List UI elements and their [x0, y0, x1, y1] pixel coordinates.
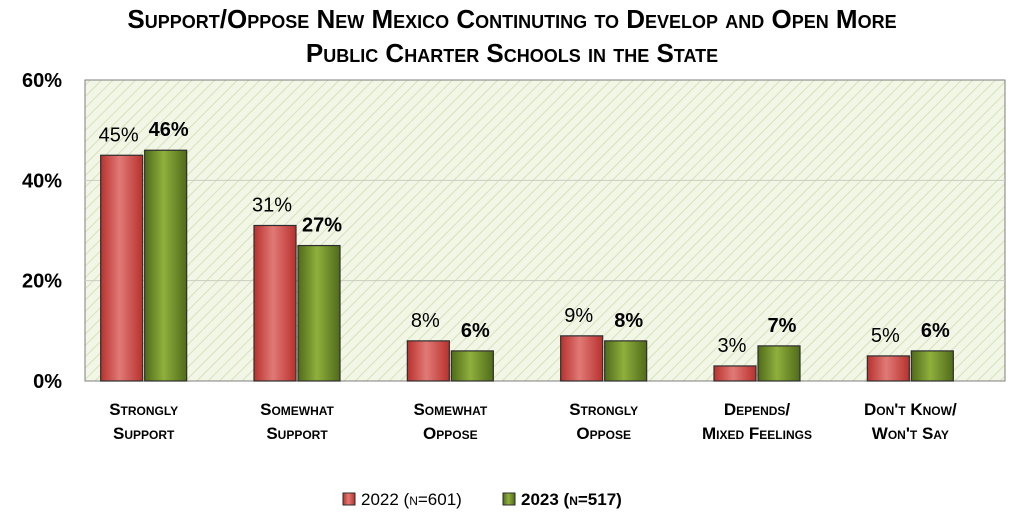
bar-2022-3	[560, 335, 604, 382]
legend-swatch-2022	[342, 492, 356, 506]
y-tick-label: 0%	[33, 371, 62, 393]
bar-2022-2	[406, 340, 450, 382]
legend-swatch-2023	[502, 492, 516, 506]
category-label: Won't Say	[872, 424, 949, 443]
category-label: Don't Know/	[864, 400, 957, 419]
data-label-2023: 46%	[149, 119, 189, 141]
data-label-2022: 9%	[564, 305, 593, 327]
bar-2023-2	[450, 350, 494, 382]
category-label: Mixed Feelings	[702, 424, 812, 443]
chart-title-line1: Support/Oppose New Mexico Continuting to…	[127, 4, 897, 34]
category-label: Support	[266, 424, 328, 443]
category-label: Strongly	[569, 400, 638, 419]
category-label: Oppose	[576, 424, 631, 443]
data-label-2022: 45%	[99, 124, 139, 146]
data-label-2022: 8%	[411, 310, 440, 332]
data-label-2022: 5%	[871, 325, 900, 347]
data-label-2023: 6%	[461, 320, 490, 342]
bar-2023-1	[297, 244, 341, 382]
bar-2022-4	[713, 365, 757, 382]
category-label: Support	[113, 424, 175, 443]
category-label: Oppose	[423, 424, 478, 443]
y-tick-label: 40%	[22, 170, 62, 192]
y-tick-label: 20%	[22, 271, 62, 293]
bar-2023-5	[910, 350, 954, 382]
category-label: Somewhat	[260, 400, 334, 419]
data-label-2023: 7%	[768, 315, 797, 337]
category-label: Somewhat	[413, 400, 487, 419]
category-label: Strongly	[109, 400, 178, 419]
category-label: Depends/	[724, 400, 791, 419]
data-label-2022: 3%	[718, 335, 747, 357]
data-label-2022: 31%	[252, 194, 292, 216]
bar-2023-4	[757, 345, 801, 382]
bar-2023-0	[144, 149, 188, 382]
chart-title-line2: Public Charter Schools in the State	[305, 38, 719, 68]
bar-2023-3	[604, 340, 648, 382]
data-label-2023: 27%	[302, 215, 342, 237]
bar-2022-1	[253, 224, 297, 382]
data-label-2023: 6%	[921, 320, 950, 342]
y-tick-label: 60%	[22, 70, 62, 92]
bar-2022-0	[100, 154, 144, 382]
plot-area	[84, 79, 1006, 382]
legend-entry-2023: 2023 (n=517)	[521, 490, 622, 509]
data-label-2023: 8%	[614, 310, 643, 332]
legend-entry-2022: 2022 (n=601)	[361, 490, 462, 509]
bar-2022-5	[866, 355, 910, 382]
